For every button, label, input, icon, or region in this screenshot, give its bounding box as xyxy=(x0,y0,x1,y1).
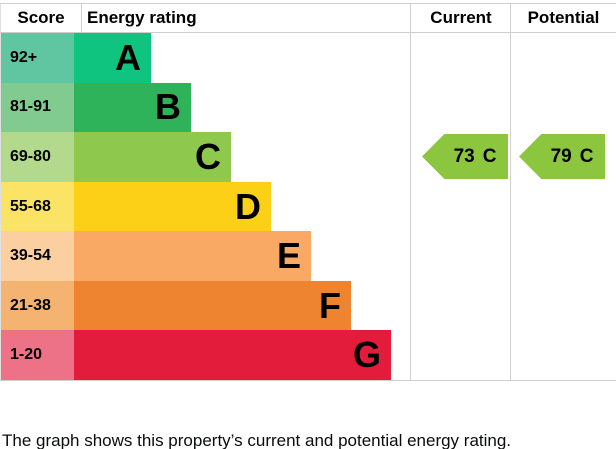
current-rating-value: 73 xyxy=(453,145,475,167)
band-bar: D xyxy=(74,181,271,232)
band-letter: D xyxy=(235,185,261,227)
current-rating-band: C xyxy=(482,145,497,167)
column-header-potential: Potential xyxy=(527,8,600,27)
band-score-range: 92+ xyxy=(1,33,74,83)
band-bar: B xyxy=(74,82,191,133)
band-row-b: 81-91 B xyxy=(1,82,616,133)
energy-bands: 92+ A 81-91 B 69-80 C 55-68 D 39-54 E 21-38 F 1-20 G xyxy=(1,33,616,381)
score-column-divider xyxy=(81,4,82,33)
band-row-a: 92+ A xyxy=(1,33,616,83)
band-letter: G xyxy=(352,334,381,376)
band-score-range: 69-80 xyxy=(1,132,74,182)
band-bar: C xyxy=(74,132,231,182)
current-column-divider xyxy=(410,4,411,380)
band-bar: F xyxy=(74,280,351,331)
band-score-range: 55-68 xyxy=(1,181,74,232)
band-bar: G xyxy=(74,330,391,381)
band-row-g: 1-20 G xyxy=(1,330,616,381)
band-row-d: 55-68 D xyxy=(1,181,616,232)
potential-rating-value: 79 xyxy=(550,145,572,167)
band-score-range: 21-38 xyxy=(1,280,74,331)
chart-header-row: Score Energy rating Current Potential xyxy=(1,4,616,33)
potential-rating-band: C xyxy=(579,145,594,167)
band-score-range: 81-91 xyxy=(1,82,74,133)
epc-chart-table: Score Energy rating Current Potential 92… xyxy=(0,3,616,381)
band-bar: A xyxy=(74,33,151,83)
potential-column-divider xyxy=(510,4,511,380)
caption-text: The graph shows this property’s current … xyxy=(2,431,512,449)
band-letter: A xyxy=(115,36,141,78)
band-score-range: 1-20 xyxy=(1,330,74,381)
band-row-f: 21-38 F xyxy=(1,280,616,331)
band-row-e: 39-54 E xyxy=(1,231,616,281)
band-letter: C xyxy=(195,135,221,177)
band-bar: E xyxy=(74,231,311,281)
column-header-score: Score xyxy=(17,8,65,27)
band-letter: B xyxy=(155,86,181,128)
column-header-current: Current xyxy=(430,8,492,27)
band-score-range: 39-54 xyxy=(1,231,74,281)
band-letter: E xyxy=(276,235,301,277)
band-row-c: 69-80 C xyxy=(1,132,616,182)
column-header-energy-rating: Energy rating xyxy=(87,8,197,27)
band-letter: F xyxy=(319,284,341,326)
